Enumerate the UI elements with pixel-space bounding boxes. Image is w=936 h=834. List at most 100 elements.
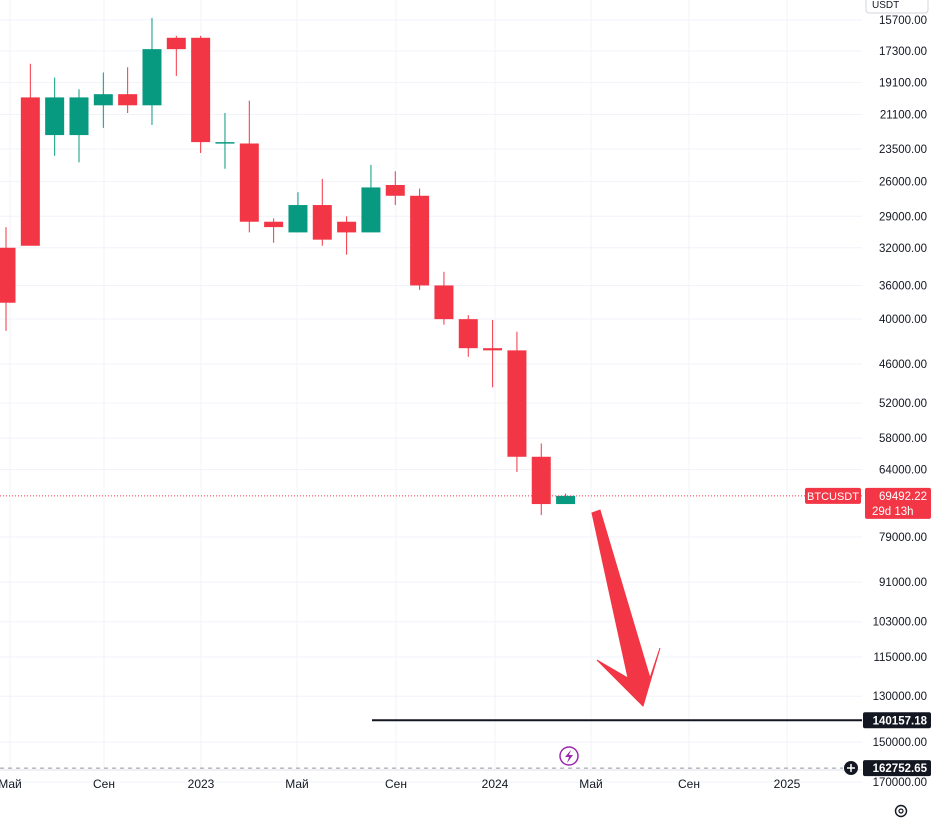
gear-icon[interactable] (894, 804, 908, 818)
candle-body (118, 94, 138, 106)
price-tick-label: 46000.00 (879, 359, 927, 371)
price-tick-label: 32000.00 (879, 243, 927, 255)
time-tick-label: Сен (385, 777, 407, 791)
currency-label: USDT (872, 0, 899, 11)
candle-body (45, 97, 65, 136)
candle (191, 35, 211, 154)
candle-body (458, 319, 478, 349)
price-tick-label: 130000.00 (873, 691, 927, 703)
time-tick-label: 2024 (482, 777, 509, 791)
price-axis-background (862, 0, 936, 829)
candle-body (312, 205, 332, 240)
candle-body (191, 37, 211, 143)
price-tick-label: 26000.00 (879, 176, 927, 188)
price-tick-label: 40000.00 (879, 314, 927, 326)
candle-body (385, 185, 405, 196)
candle-body (410, 195, 430, 286)
time-tick-label: Май (0, 777, 22, 791)
time-tick-label: Сен (93, 777, 115, 791)
candle (385, 171, 405, 206)
candle (483, 319, 503, 388)
price-lines: BTCUSDT (0, 487, 862, 769)
price-tick-label: 23500.00 (879, 144, 927, 156)
price-tick-label: 15700.00 (879, 15, 927, 27)
price-tick-label: 64000.00 (879, 465, 927, 477)
candle (507, 331, 527, 473)
candle-body (483, 348, 503, 351)
candle-body (69, 97, 89, 136)
candle-body (239, 143, 259, 222)
candle (45, 77, 65, 156)
price-axis[interactable]: 15700.00 17300.00 19100.00 21100.00 23500.00… (863, 15, 931, 789)
candle (20, 63, 40, 246)
candle-body (93, 94, 113, 106)
crosshair-price-tag[interactable]: 162752.65 (863, 760, 931, 777)
target-price-value: 140157.18 (873, 715, 928, 727)
time-tick-label: 2025 (774, 777, 801, 791)
target-price-tag[interactable]: 140157.18 (863, 712, 931, 729)
grid (0, 0, 862, 783)
candle (264, 218, 284, 243)
candle (531, 443, 551, 516)
symbol-price-tag[interactable]: BTCUSDT (805, 487, 861, 504)
candle-body (166, 37, 186, 50)
time-tick-label: Май (579, 777, 603, 791)
candle (361, 164, 381, 233)
price-tick-label: 29000.00 (879, 211, 927, 223)
candle-body (434, 285, 454, 320)
candle (337, 216, 357, 255)
price-tick-label: 36000.00 (879, 280, 927, 292)
candle (288, 192, 308, 233)
price-tick-label: 58000.00 (879, 433, 927, 445)
candle (69, 89, 89, 163)
candle-body (507, 350, 527, 457)
candle (118, 67, 138, 114)
candle (239, 100, 259, 233)
candle (142, 17, 162, 125)
candle-body (215, 142, 235, 144)
price-tick-label: 21100.00 (880, 110, 927, 122)
time-axis[interactable]: Май Сен 2023 Май Сен 2024 Май Сен 2025 (0, 777, 801, 791)
symbol-label: BTCUSDT (807, 491, 859, 503)
currency-selector[interactable]: USDT (865, 0, 929, 14)
price-tick-label: 91000.00 (879, 577, 927, 589)
candle-body (288, 205, 308, 233)
candle (312, 178, 332, 246)
candle (410, 188, 430, 290)
price-tick-label: 115000.00 (873, 652, 927, 664)
candle-body (20, 97, 40, 246)
candle-body (531, 456, 551, 505)
price-tick-label: 52000.00 (879, 398, 927, 410)
candle (166, 35, 186, 76)
price-tick-label: 17300.00 (879, 46, 927, 58)
candle (434, 271, 454, 325)
lightning-icon[interactable] (559, 746, 579, 766)
candle (556, 493, 576, 505)
add-alert-plus-icon[interactable] (844, 761, 858, 775)
crosshair-price-value: 162752.65 (873, 763, 928, 775)
candle (215, 113, 235, 169)
price-tick-label: 150000.00 (873, 737, 927, 749)
candle (93, 72, 113, 128)
candle-body (264, 221, 284, 228)
candle (0, 227, 16, 331)
price-tick-label: 79000.00 (879, 532, 927, 544)
candle (458, 315, 478, 357)
last-price-value: 69492.22 (879, 491, 927, 503)
last-price-tag[interactable]: 69492.22 29d 13h (865, 487, 931, 519)
arrow-annotation[interactable] (591, 509, 661, 707)
candle-countdown: 29d 13h (872, 506, 914, 518)
candle-body (142, 49, 162, 106)
candle-body (337, 221, 357, 233)
candle-body (361, 187, 381, 233)
price-tick-label: 103000.00 (873, 617, 927, 629)
time-tick-label: Сен (678, 777, 700, 791)
time-tick-label: 2023 (188, 777, 215, 791)
candle-body (556, 495, 576, 505)
candle-body (0, 247, 16, 303)
price-tick-label: 170000.00 (873, 777, 927, 789)
time-tick-label: Май (285, 777, 309, 791)
candles (0, 17, 576, 516)
